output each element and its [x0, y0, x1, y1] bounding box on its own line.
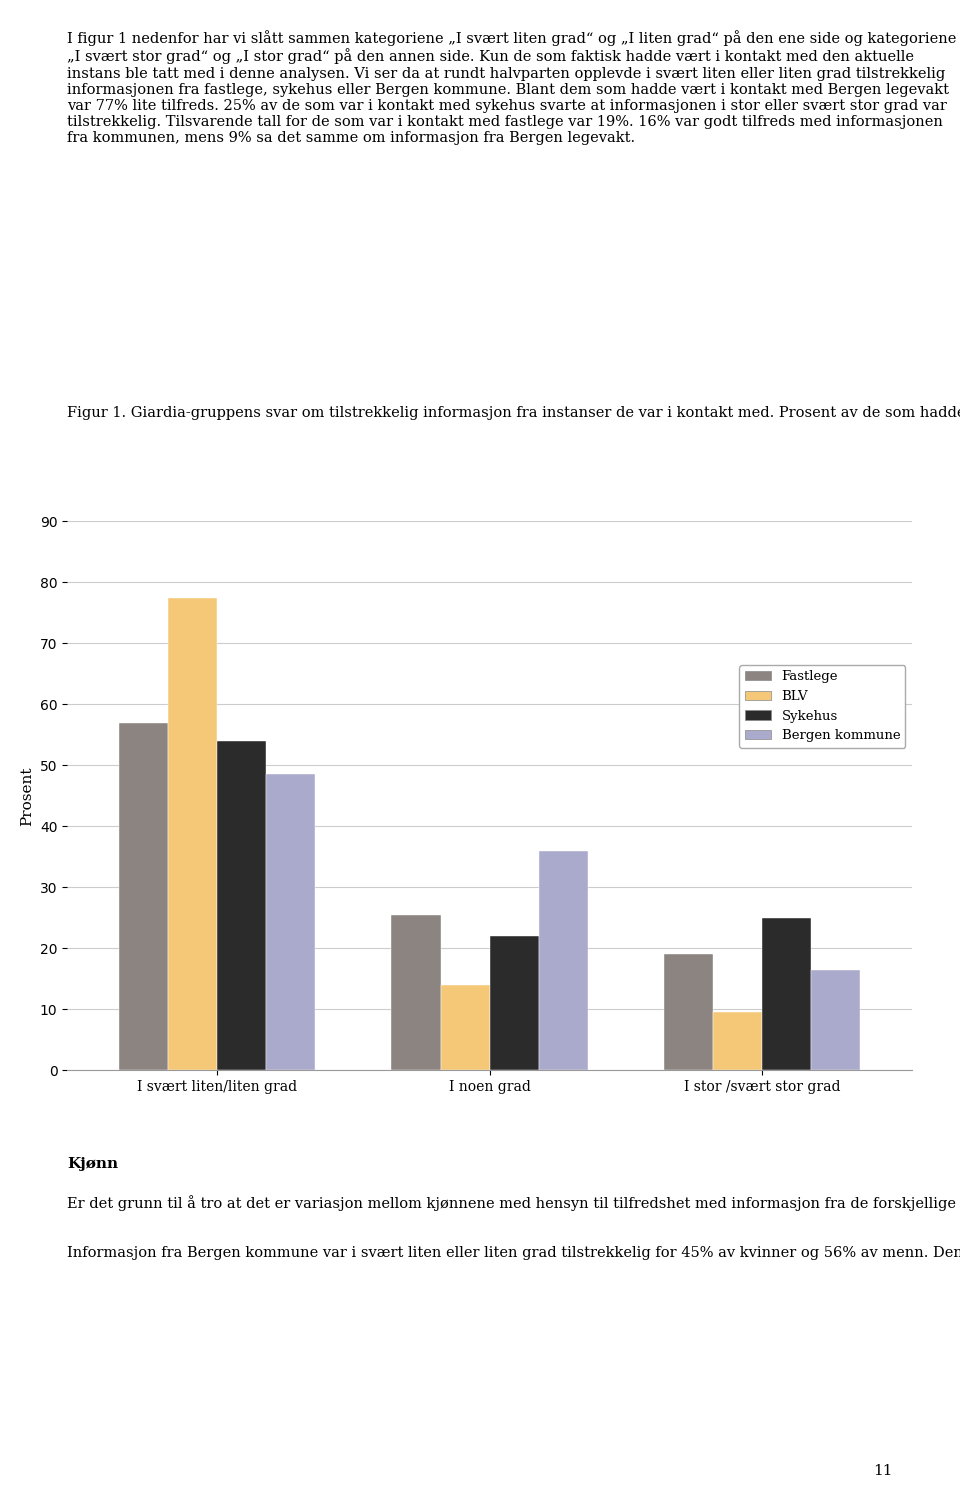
Bar: [392, 915, 441, 1070]
Bar: [266, 775, 315, 1070]
Bar: [811, 969, 860, 1070]
Legend: Fastlege, BLV, Sykehus, Bergen kommune: Fastlege, BLV, Sykehus, Bergen kommune: [739, 665, 905, 748]
Text: I figur 1 nedenfor har vi slått sammen kategoriene „I svært liten grad“ og „I li: I figur 1 nedenfor har vi slått sammen k…: [67, 30, 956, 146]
Text: Er det grunn til å tro at det er variasjon mellom kjønnene med hensyn til tilfre: Er det grunn til å tro at det er variasj…: [67, 1195, 960, 1212]
Bar: [664, 954, 713, 1070]
Bar: [441, 984, 490, 1070]
Bar: [490, 936, 539, 1070]
Bar: [539, 850, 588, 1070]
Text: Informasjon fra Bergen kommune var i svært liten eller liten grad tilstrekkelig : Informasjon fra Bergen kommune var i svæ…: [67, 1246, 960, 1260]
Y-axis label: Prosent: Prosent: [20, 766, 35, 826]
Bar: [119, 722, 168, 1070]
Bar: [713, 1013, 762, 1070]
Bar: [217, 740, 266, 1070]
Text: Kjønn: Kjønn: [67, 1157, 118, 1171]
Bar: [168, 597, 217, 1070]
Text: 11: 11: [874, 1464, 893, 1478]
Text: Figur 1. Giardia-gruppens svar om tilstrekkelig informasjon fra instanser de var: Figur 1. Giardia-gruppens svar om tilstr…: [67, 406, 960, 420]
Bar: [762, 918, 811, 1070]
